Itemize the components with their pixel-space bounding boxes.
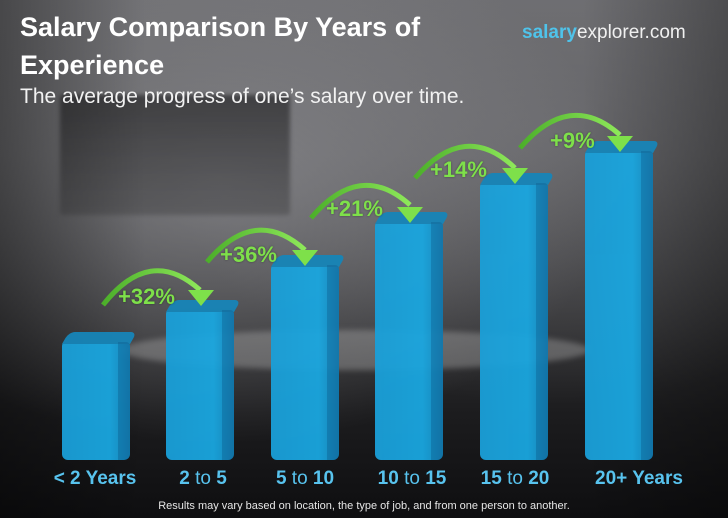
increment-label: +14%	[430, 157, 487, 182]
brand-logo: salaryexplorer.com	[522, 22, 686, 44]
increment-label: +32%	[118, 284, 175, 309]
category-label: 10 to 15	[377, 468, 447, 489]
bar-15to20	[480, 183, 548, 460]
background-wall	[60, 95, 290, 215]
category-label: 15 to 20	[480, 468, 550, 489]
bar-20plus	[585, 151, 653, 460]
category-label: < 2 Years	[53, 468, 137, 489]
brand-rest: explorer.com	[576, 22, 686, 43]
increment-label: +21%	[326, 196, 383, 221]
page-subtitle: The average progress of one’s salary ove…	[20, 85, 465, 108]
category-label: 2 to 5	[179, 468, 227, 489]
bar-5to10	[271, 265, 339, 460]
category-label: 5 to 10	[275, 468, 335, 489]
brand-bold: salary	[522, 22, 577, 43]
category-label: 20+ Years	[595, 468, 683, 489]
bar-lt2	[62, 342, 130, 460]
page-title: Salary Comparison By Years of Experience	[20, 12, 421, 80]
increment-label: +9%	[550, 128, 595, 153]
bar-2to5	[166, 310, 234, 460]
footnote: Results may vary based on location, the …	[158, 500, 570, 512]
increment-label: +36%	[220, 242, 277, 267]
bar-10to15	[375, 222, 443, 460]
